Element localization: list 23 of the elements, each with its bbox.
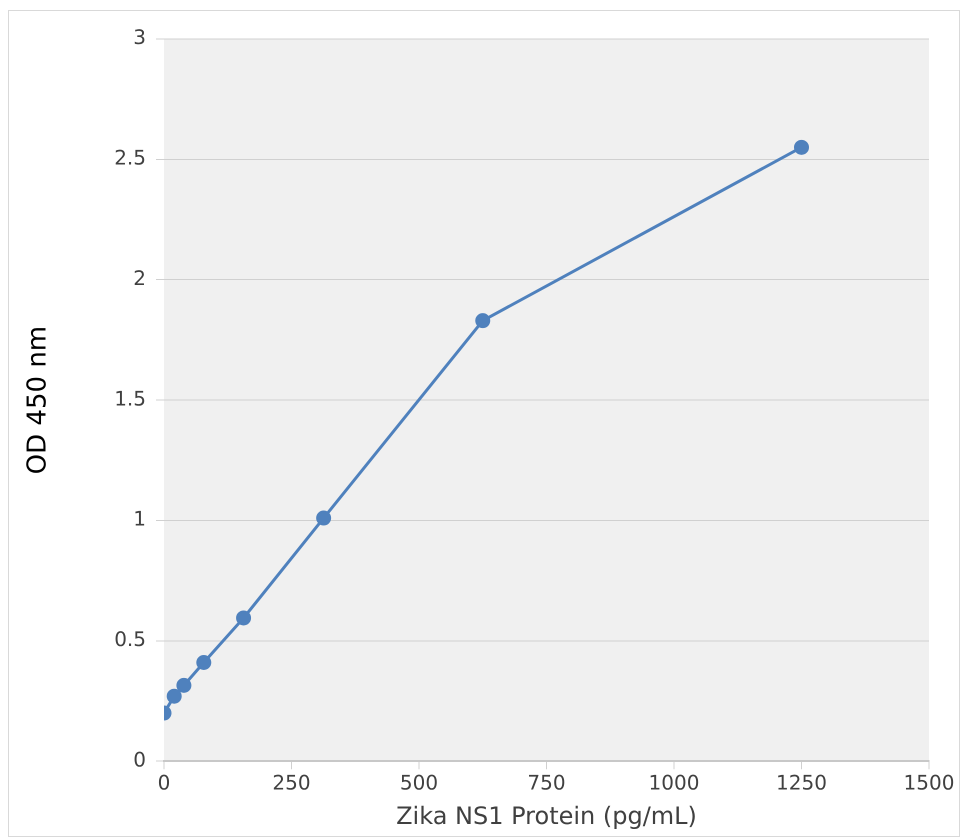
point — [316, 510, 332, 526]
point — [475, 313, 490, 328]
x-tick-label: 750 — [527, 770, 566, 794]
x-tick-label: 1500 — [904, 770, 954, 794]
y-tick-label: 1 — [133, 506, 146, 531]
y-tick-label: 2.5 — [114, 146, 146, 170]
y-tick-label: 0.5 — [114, 627, 146, 652]
x-axis-title: Zika NS1 Protein (pg/mL) — [396, 802, 697, 830]
y-tick-label: 0 — [133, 747, 146, 772]
x-tick-label: 500 — [400, 770, 438, 794]
point — [196, 655, 212, 670]
point — [794, 140, 809, 155]
x-tick-label: 1250 — [776, 770, 827, 794]
y-tick-label: 2 — [133, 266, 146, 290]
y-axis-title: OD 450 nm — [22, 326, 52, 474]
x-tick-label: 250 — [272, 770, 311, 794]
x-tick-label: 1000 — [648, 770, 700, 794]
y-tick-label: 1.5 — [114, 386, 146, 410]
point — [166, 688, 182, 704]
x-tick-label: 0 — [158, 770, 170, 794]
point — [176, 678, 192, 693]
point — [236, 610, 252, 626]
y-tick-label: 3 — [133, 25, 146, 50]
